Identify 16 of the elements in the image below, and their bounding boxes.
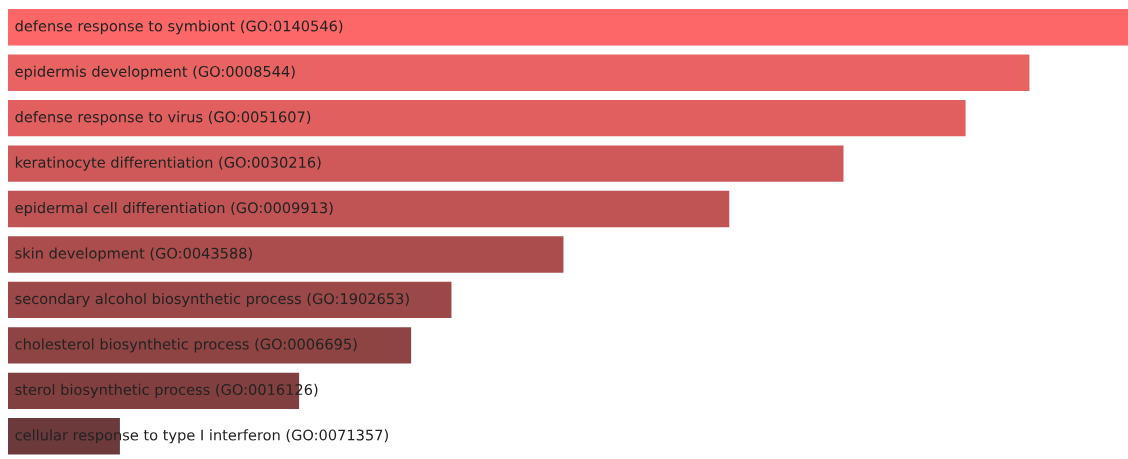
y-tick-label: defense response to symbiont (GO:0140546) [15,20,343,35]
bar [7,145,844,182]
bar [7,54,1030,91]
bar [7,281,452,319]
y-tick-label: epidermal cell differentiation (GO:0009913) [15,201,333,217]
y-tick-label: secondary alcohol biosynthetic process (GO:1902653) [15,292,409,307]
bar [7,327,412,364]
y-tick-label: cholesterol biosynthetic process (GO:0006695) [15,338,357,353]
bar [7,236,564,273]
y-tick-label: skin development (GO:0043588) [15,247,252,262]
y-tick-label: defense response to virus (GO:0051607) [15,111,311,126]
bar [7,190,730,228]
y-tick-label: epidermis development (GO:0008544) [15,65,295,80]
bar [7,9,1128,46]
y-tick-label: keratinocyte differentiation (GO:0030216) [15,156,321,171]
bar [7,99,966,137]
